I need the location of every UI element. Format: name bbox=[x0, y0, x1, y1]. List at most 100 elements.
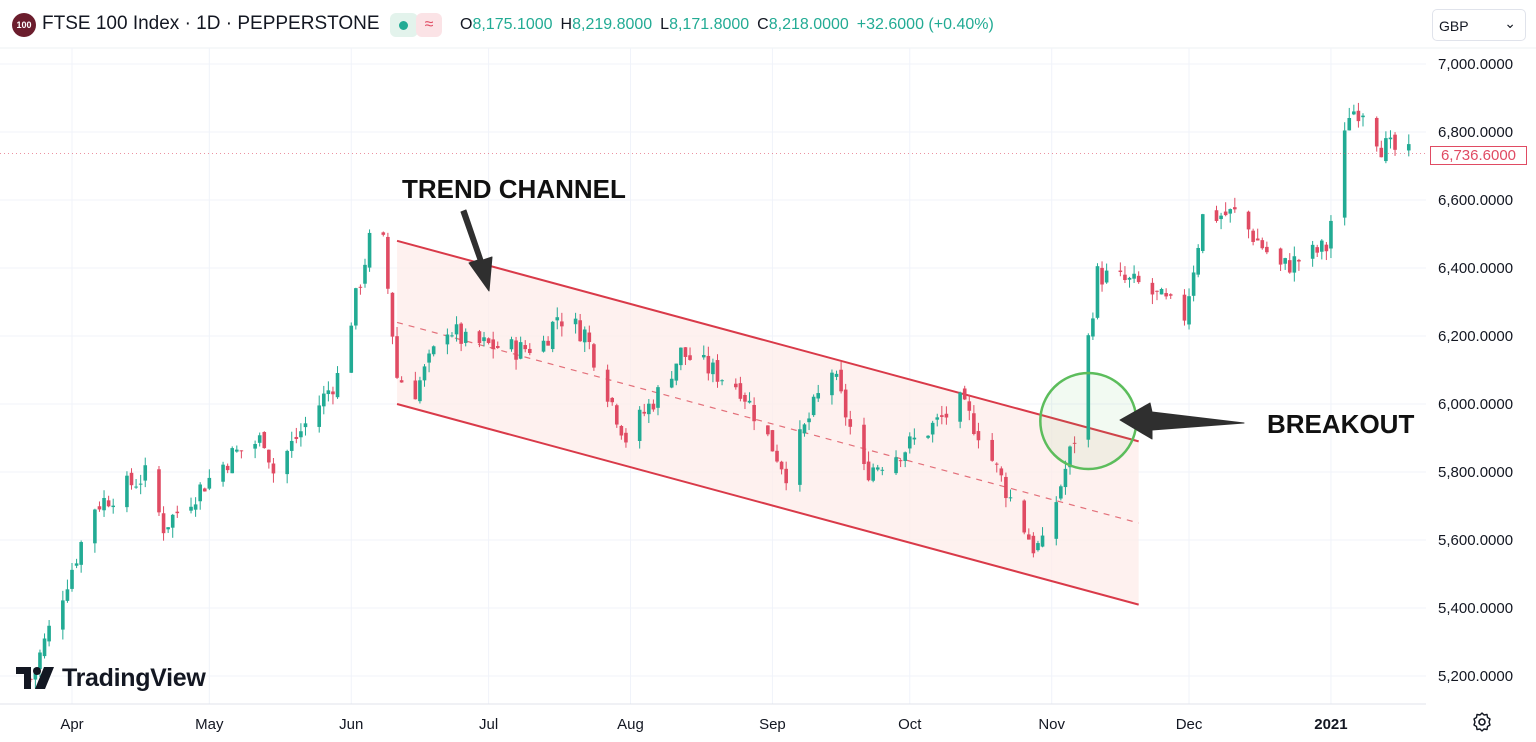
trend-channel-lower-line[interactable] bbox=[396, 403, 1139, 606]
candle-up bbox=[912, 428, 917, 445]
candle-body bbox=[1100, 267, 1104, 285]
candle-up bbox=[1132, 265, 1136, 283]
candle-down bbox=[175, 505, 180, 518]
time-tick-label: Sep bbox=[759, 716, 786, 733]
candle-down bbox=[1155, 290, 1159, 301]
settings-icon[interactable] bbox=[1471, 711, 1493, 733]
candle-body bbox=[1388, 137, 1393, 140]
candle-up bbox=[285, 449, 289, 484]
candle-up bbox=[321, 385, 326, 415]
candle-body bbox=[198, 484, 202, 502]
chart-header: 100 FTSE 100 Index · 1D · PEPPERSTONE ≈ … bbox=[0, 0, 1536, 48]
candle-body bbox=[1297, 259, 1301, 262]
candle-up bbox=[450, 332, 454, 338]
candle-body bbox=[111, 505, 116, 508]
candle-body bbox=[683, 347, 688, 357]
candle-down bbox=[688, 347, 692, 361]
candle-body bbox=[202, 488, 207, 492]
candle-body bbox=[642, 411, 647, 414]
candle-down bbox=[491, 331, 495, 359]
price-axis[interactable]: 5,200.0000 5,400.0000 5,600.0000 5,800.0000… bbox=[1438, 56, 1513, 685]
candle-body bbox=[1095, 266, 1100, 318]
tradingview-logo-text: TradingView bbox=[62, 664, 206, 692]
candle-down bbox=[358, 284, 363, 295]
candle-body bbox=[1283, 258, 1287, 264]
candle-down bbox=[605, 364, 610, 408]
candle-down bbox=[1214, 205, 1219, 223]
candle-body bbox=[926, 435, 930, 438]
candle-body bbox=[1191, 272, 1196, 296]
candle-body bbox=[669, 378, 674, 388]
candle-up bbox=[134, 479, 138, 489]
candle-body bbox=[1036, 543, 1040, 551]
wave-icon[interactable]: ≈ bbox=[416, 13, 442, 37]
candle-body bbox=[802, 424, 807, 434]
currency-label: GBP bbox=[1439, 18, 1469, 34]
candle-body bbox=[555, 317, 560, 321]
currency-select[interactable]: GBP ⌄ bbox=[1432, 9, 1526, 41]
candle-up bbox=[207, 469, 212, 491]
chevron-down-icon: ⌄ bbox=[1504, 15, 1516, 31]
candle-body bbox=[1136, 275, 1141, 283]
candle-down bbox=[706, 346, 711, 381]
time-axis[interactable]: Apr May Jun Jul Aug Sep Oct Nov Dec 2021 bbox=[60, 716, 1347, 733]
candle-body bbox=[848, 419, 853, 427]
candle-body bbox=[1168, 294, 1173, 296]
candle-body bbox=[834, 373, 839, 377]
candle-up bbox=[1200, 213, 1205, 254]
candle-body bbox=[1356, 110, 1361, 122]
candle-body bbox=[930, 422, 935, 435]
candle-up bbox=[926, 435, 930, 440]
candle-up bbox=[1159, 287, 1164, 295]
candle-down bbox=[386, 232, 390, 294]
candle-up bbox=[79, 540, 83, 573]
price-tick-label: 6,400.0000 bbox=[1438, 260, 1513, 277]
candle-body bbox=[1246, 211, 1251, 230]
candle-down bbox=[578, 313, 582, 342]
candle-body bbox=[546, 340, 550, 346]
candle-body bbox=[235, 449, 239, 452]
candle-up bbox=[235, 445, 239, 453]
candle-up bbox=[47, 620, 51, 647]
candle-down bbox=[1278, 247, 1283, 271]
candle-down bbox=[1150, 278, 1155, 305]
candle-up bbox=[1292, 246, 1297, 282]
candle-down bbox=[399, 376, 404, 383]
candle-body bbox=[1008, 497, 1013, 499]
candle-body bbox=[1127, 277, 1132, 280]
candle-body bbox=[573, 318, 578, 325]
time-tick-label: Jul bbox=[479, 716, 498, 733]
candle-down bbox=[1260, 237, 1265, 250]
candle-down bbox=[775, 444, 779, 463]
candle-body bbox=[706, 355, 711, 374]
candle-body bbox=[1265, 246, 1269, 253]
candle-body bbox=[994, 463, 999, 465]
candle-body bbox=[935, 417, 940, 420]
candle-up bbox=[65, 579, 70, 603]
candle-body bbox=[775, 450, 779, 462]
candle-down bbox=[157, 465, 161, 516]
market-status-indicator[interactable] bbox=[390, 13, 418, 37]
breakout-arrow-icon bbox=[1119, 402, 1245, 440]
candle-down bbox=[1297, 258, 1301, 271]
candle-body bbox=[1406, 144, 1411, 151]
candle-up bbox=[367, 229, 372, 272]
candle-up bbox=[518, 336, 523, 360]
symbol-title[interactable]: FTSE 100 Index · 1D · PEPPERSTONE bbox=[42, 13, 380, 34]
candle-up bbox=[1086, 333, 1091, 448]
symbol-badge[interactable]: 100 bbox=[12, 13, 36, 37]
candle-up bbox=[1361, 113, 1365, 127]
candle-body bbox=[614, 405, 619, 425]
candle-body bbox=[1219, 215, 1223, 220]
candle-down bbox=[486, 337, 491, 345]
candle-up bbox=[807, 412, 811, 431]
candle-body bbox=[422, 366, 427, 381]
candle-body bbox=[619, 425, 624, 436]
candle-body bbox=[289, 440, 294, 451]
candle-body bbox=[1104, 270, 1109, 283]
candle-body bbox=[363, 264, 367, 284]
trend-channel-upper-line[interactable] bbox=[396, 239, 1139, 443]
candle-body bbox=[784, 468, 788, 484]
candle-up bbox=[1219, 212, 1223, 230]
